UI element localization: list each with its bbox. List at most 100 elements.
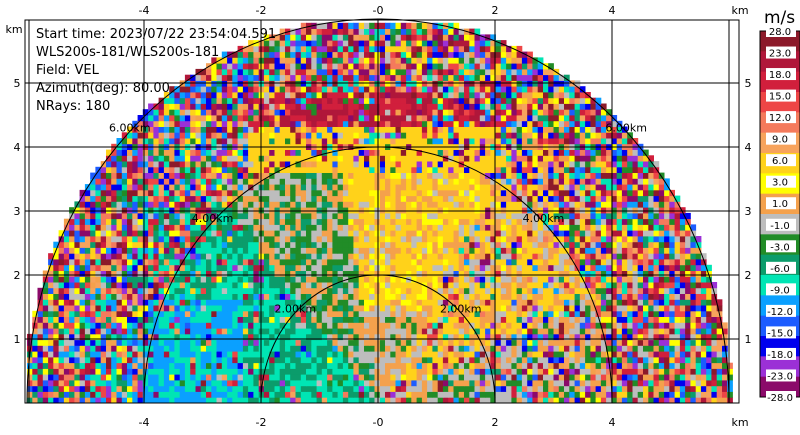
- field-cell: [184, 224, 191, 231]
- field-cell: [116, 391, 123, 398]
- field-cell: [353, 172, 360, 179]
- field-cell: [400, 264, 407, 271]
- field-cell: [300, 207, 307, 214]
- field-cell: [337, 356, 344, 364]
- field-cell: [263, 189, 270, 197]
- field-cell: [342, 264, 349, 271]
- field-cell: [527, 339, 533, 346]
- field-cell: [700, 333, 707, 341]
- field-cell: [521, 356, 528, 364]
- field-cell: [506, 385, 512, 392]
- field-cell: [400, 293, 407, 300]
- field-cell: [621, 230, 628, 237]
- field-cell: [274, 380, 281, 387]
- field-cell: [621, 328, 628, 335]
- field-cell: [227, 293, 233, 300]
- field-cell: [95, 282, 102, 289]
- field-cell: [585, 270, 591, 277]
- field-cell: [500, 201, 507, 208]
- field-cell: [227, 351, 233, 358]
- field-cell: [585, 247, 591, 254]
- field-cell: [316, 374, 323, 381]
- field-cell: [253, 368, 260, 375]
- field-cell: [416, 259, 423, 266]
- field-cell: [311, 264, 317, 271]
- field-cell: [337, 253, 344, 260]
- field-cell: [490, 230, 496, 237]
- field-cell: [327, 270, 333, 277]
- field-cell: [674, 276, 681, 283]
- field-cell: [163, 218, 170, 225]
- field-cell: [53, 328, 59, 335]
- field-cell: [74, 380, 81, 387]
- field-cell: [516, 385, 523, 392]
- field-cell: [269, 178, 275, 185]
- field-cell: [158, 322, 165, 329]
- field-cell: [332, 212, 339, 220]
- field-cell: [437, 282, 444, 289]
- field-cell: [327, 184, 333, 191]
- field-cell: [621, 247, 628, 254]
- field-cell: [111, 259, 117, 266]
- field-cell: [579, 270, 586, 277]
- field-cell: [332, 207, 339, 214]
- field-cell: [285, 310, 291, 317]
- field-cell: [342, 299, 349, 306]
- field-cell: [285, 189, 291, 197]
- field-cell: [111, 241, 117, 248]
- field-cell: [163, 328, 170, 335]
- field-cell: [90, 195, 96, 202]
- field-cell: [558, 287, 565, 294]
- field-cell: [290, 172, 296, 179]
- field-cell: [227, 287, 233, 294]
- field-cell: [679, 299, 686, 306]
- field-cell: [490, 299, 496, 306]
- field-cell: [111, 293, 117, 300]
- field-cell: [179, 391, 186, 398]
- field-cell: [295, 322, 302, 329]
- field-cell: [706, 276, 712, 283]
- field-cell: [153, 178, 160, 185]
- field-cell: [679, 333, 686, 341]
- field-cell: [132, 374, 138, 381]
- field-cell: [432, 224, 439, 231]
- field-cell: [421, 264, 428, 271]
- field-cell: [353, 322, 360, 329]
- field-cell: [316, 328, 323, 335]
- field-cell: [385, 362, 391, 369]
- field-cell: [279, 374, 286, 381]
- field-cell: [216, 287, 223, 294]
- field-cell: [448, 201, 454, 208]
- field-cell: [142, 287, 149, 294]
- field-cell: [148, 276, 154, 283]
- field-cell: [258, 270, 265, 277]
- field-cell: [537, 293, 544, 300]
- field-cell: [95, 172, 102, 179]
- field-cell: [311, 270, 317, 277]
- field-cell: [574, 212, 581, 220]
- field-cell: [490, 218, 496, 225]
- field-cell: [127, 236, 133, 243]
- field-cell: [63, 328, 70, 335]
- field-cell: [237, 224, 244, 231]
- field-cell: [706, 339, 712, 346]
- field-cell: [200, 374, 207, 381]
- field-cell: [316, 310, 323, 317]
- field-cell: [553, 374, 560, 381]
- field-cell: [421, 230, 428, 237]
- field-cell: [263, 328, 270, 335]
- field-cell: [506, 293, 512, 300]
- field-cell: [595, 259, 602, 266]
- field-cell: [432, 241, 439, 248]
- field-cell: [521, 374, 528, 381]
- field-cell: [232, 230, 238, 237]
- field-cell: [374, 224, 381, 231]
- field-cell: [553, 351, 560, 358]
- field-cell: [269, 184, 275, 191]
- field-cell: [453, 397, 460, 404]
- field-cell: [543, 195, 549, 202]
- field-cell: [300, 178, 307, 185]
- field-cell: [242, 345, 249, 352]
- field-cell: [290, 391, 296, 398]
- field-cell: [237, 207, 244, 214]
